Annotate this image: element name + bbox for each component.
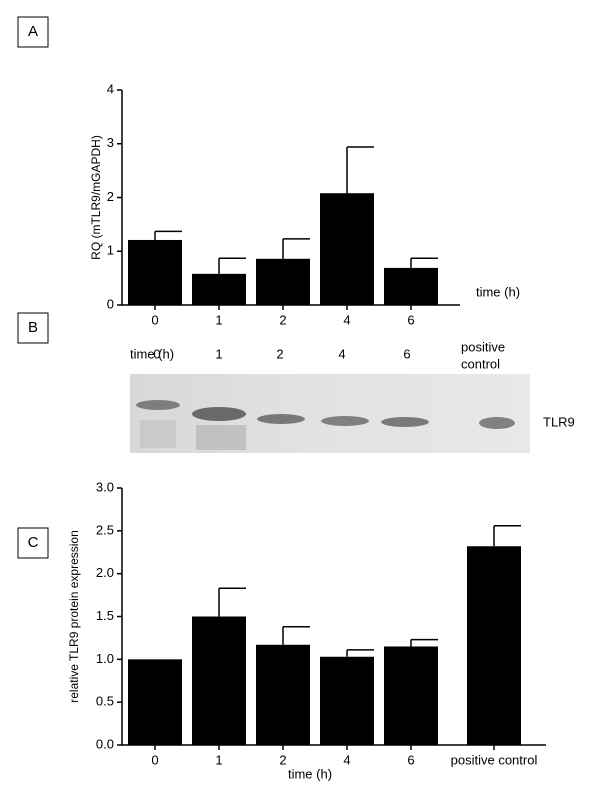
blot-axis-label: time (h) xyxy=(130,346,174,361)
lane-label: control xyxy=(461,356,500,371)
error-bar xyxy=(282,626,310,645)
y-tick-label: 2.0 xyxy=(96,565,114,580)
x-tick-label: 0 xyxy=(151,752,158,767)
x-tick-label: 1 xyxy=(215,752,222,767)
x-tick-label: 2 xyxy=(279,312,286,327)
error-bar xyxy=(282,238,310,259)
error-bar xyxy=(218,257,246,274)
error-bar xyxy=(346,146,374,194)
y-tick-label: 2.5 xyxy=(96,522,114,537)
y-tick-label: 0 xyxy=(107,296,114,311)
error-bar xyxy=(154,230,182,240)
panel-box xyxy=(17,527,49,559)
error-bar xyxy=(410,638,438,647)
lane-label: positive xyxy=(461,339,505,354)
bar xyxy=(320,656,374,745)
lane-label: 4 xyxy=(338,346,345,361)
error-bar xyxy=(218,587,246,617)
lane-label: 1 xyxy=(215,346,222,361)
blot-bands xyxy=(136,400,515,450)
bar xyxy=(320,193,374,305)
y-tick-label: 1.0 xyxy=(96,651,114,666)
y-tick-label: 2 xyxy=(107,189,114,204)
x-tick-label: 4 xyxy=(343,312,350,327)
error-bar xyxy=(410,257,438,268)
y-tick-label: 0.0 xyxy=(96,736,114,751)
panel-box xyxy=(17,16,49,48)
x-axis-label: time (h) xyxy=(476,284,520,299)
bar xyxy=(256,644,310,745)
bar xyxy=(192,616,246,745)
x-tick-label: 1 xyxy=(215,312,222,327)
lane-label: 6 xyxy=(403,346,410,361)
y-tick-label: 4 xyxy=(107,81,114,96)
x-tick-label: positive control xyxy=(451,752,538,767)
bar xyxy=(384,267,438,305)
panel-label: B xyxy=(28,319,38,336)
y-tick-label: 3.0 xyxy=(96,479,114,494)
error-bar xyxy=(493,524,521,547)
x-axis-label: time (h) xyxy=(288,766,332,781)
bar xyxy=(128,239,182,305)
y-tick-label: 1.5 xyxy=(96,608,114,623)
bar xyxy=(256,258,310,305)
bar xyxy=(192,273,246,305)
x-tick-label: 4 xyxy=(343,752,350,767)
bar xyxy=(467,546,521,745)
x-tick-label: 6 xyxy=(407,312,414,327)
panel-label: A xyxy=(28,23,38,40)
band-label: TLR9 xyxy=(543,414,575,429)
bar xyxy=(384,646,438,745)
blot-image xyxy=(130,374,530,453)
x-tick-label: 2 xyxy=(279,752,286,767)
error-bar xyxy=(346,649,374,657)
y-axis-label: relative TLR9 protein expression xyxy=(67,530,81,703)
y-tick-label: 0.5 xyxy=(96,694,114,709)
lane-label: 0 xyxy=(153,346,160,361)
panel-label: C xyxy=(28,534,39,551)
panel-box xyxy=(17,312,49,344)
lane-label: 2 xyxy=(276,346,283,361)
y-tick-label: 3 xyxy=(107,135,114,150)
x-tick-label: 0 xyxy=(151,312,158,327)
x-tick-label: 6 xyxy=(407,752,414,767)
y-axis-label: RQ (mTLR9/mGAPDH) xyxy=(89,135,103,260)
bar xyxy=(128,659,182,745)
y-tick-label: 1 xyxy=(107,243,114,258)
